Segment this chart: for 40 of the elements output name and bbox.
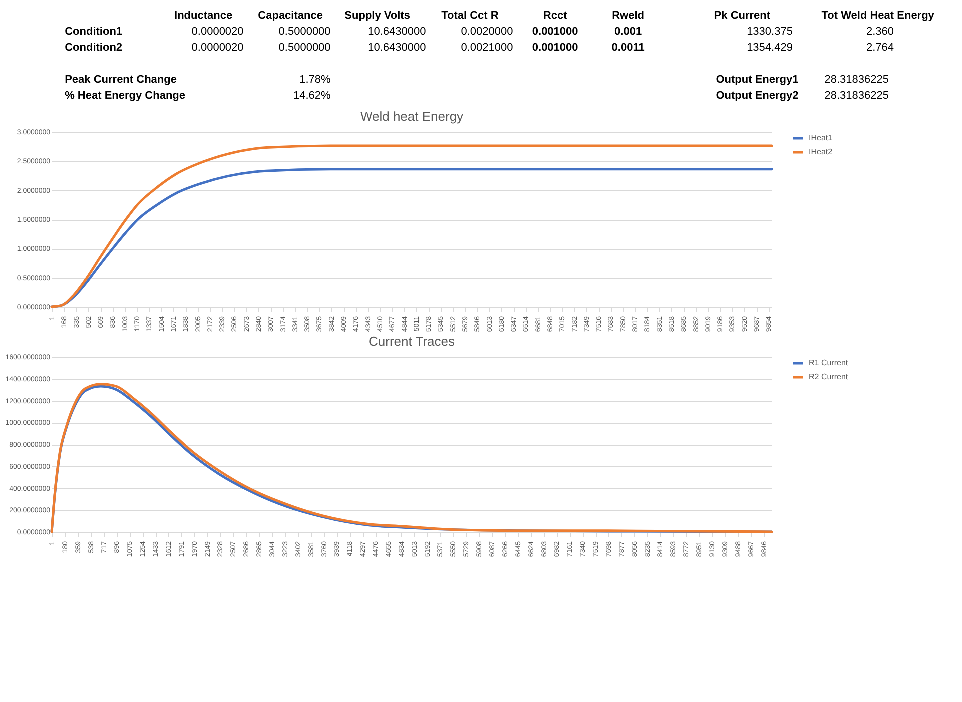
text: 28.31836225 [824,74,889,86]
text: 1.78% [300,74,331,86]
text: 0.001000 [532,42,578,54]
text: 0.001 [614,26,642,38]
text: 0.0011 [612,42,645,54]
text: Rweld [612,10,645,22]
legend-label: IHeat1 [809,134,834,142]
chart-title: Current Traces [369,334,456,349]
text: Output Energy2 [716,90,799,102]
text: Tot Weld Heat Energy [822,10,936,22]
legend-label: IHeat2 [809,148,834,156]
text: 0.0000020 [192,42,244,54]
text: Inductance [174,10,233,22]
text: 0.001000 [532,26,578,38]
text: 10.6430000 [368,26,426,38]
text: Rcct [543,10,568,22]
text: Output Energy1 [716,74,799,86]
text: 14.62% [293,90,332,102]
text: 0.5000000 [278,26,331,38]
text: 1354.429 [747,42,793,54]
legend-label: R1 Current [809,358,849,368]
text: 1330.375 [747,26,793,38]
text: Supply Volts [344,10,410,22]
text: Capacitance [258,10,323,22]
text: 0.0020000 [461,26,514,38]
text: Condition1 [65,26,123,38]
text: Total Cct R [442,10,499,22]
text: 2.360 [866,26,894,38]
text: Pk Current [714,10,771,22]
text: 0.0021000 [461,42,514,54]
text: % Heat Energy Change [65,90,186,102]
legend-label: R2 Current [809,372,849,382]
text: 0.0000020 [192,26,244,38]
text: 28.31836225 [824,90,889,102]
chart-title: Weld heat Energy [360,109,464,124]
text: Condition2 [65,42,123,54]
text: 2.764 [866,42,894,54]
text: Peak Current Change [65,74,177,86]
text: 0.5000000 [278,42,331,54]
text: 10.6430000 [368,42,426,54]
